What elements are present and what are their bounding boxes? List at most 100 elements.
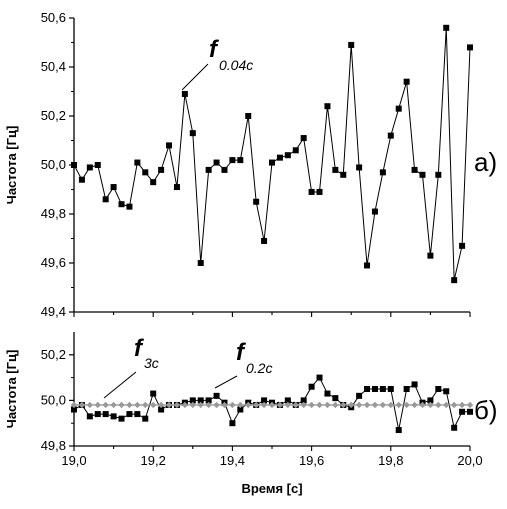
data-point	[451, 277, 458, 284]
data-point	[110, 413, 117, 420]
y-tick-label: 50,0	[41, 157, 66, 172]
data-point	[427, 397, 434, 404]
data-point	[411, 381, 418, 388]
data-point	[427, 401, 434, 409]
data-point	[245, 113, 252, 119]
x-tick-label: 20,0	[457, 453, 482, 468]
y-tick-label: 49,8	[41, 206, 66, 221]
data-point	[221, 401, 228, 409]
data-point	[157, 401, 165, 409]
data-point	[443, 24, 450, 31]
data-point	[142, 415, 149, 422]
data-point	[213, 401, 220, 409]
data-point	[71, 162, 77, 168]
data-point	[94, 401, 101, 409]
data-point	[134, 411, 141, 418]
data-point	[316, 401, 323, 409]
data-point	[189, 397, 196, 404]
data-point	[71, 406, 77, 413]
y-tick-label: 50,6	[41, 10, 66, 25]
x-axis-title: Время [с]	[241, 481, 302, 496]
data-point	[253, 198, 260, 205]
data-point	[403, 401, 410, 409]
data-point	[269, 159, 275, 166]
data-point	[237, 406, 244, 413]
data-point	[459, 408, 466, 415]
data-point	[284, 401, 292, 409]
data-point	[355, 401, 363, 409]
data-point	[435, 386, 442, 392]
data-point	[118, 401, 125, 409]
panel-b: 49,8 50,0 50,2 19,0 19,2 19,4 19,6 19,8 20,0 Част…	[4, 332, 498, 496]
data-point	[308, 188, 315, 195]
data-point	[229, 401, 236, 409]
data-point	[245, 401, 252, 409]
data-point	[284, 397, 291, 404]
data-point	[356, 164, 363, 171]
data-point	[348, 41, 355, 48]
data-point	[276, 154, 283, 161]
annotation-symbol: f	[236, 339, 246, 366]
data-point	[340, 401, 347, 409]
panel-a: 49,4 49,6 49,8 50,0 50,2 50,4 50,6 Частота [Гц]…	[4, 10, 497, 319]
data-point	[308, 383, 315, 390]
data-point	[332, 166, 339, 173]
y-tick-label: 50,0	[41, 392, 66, 407]
data-point	[102, 196, 109, 203]
data-point	[268, 401, 276, 409]
data-point	[213, 159, 220, 166]
data-point	[379, 386, 386, 392]
annotation-leader	[214, 375, 238, 389]
data-point	[237, 401, 244, 409]
data-point	[150, 401, 157, 409]
data-point	[292, 147, 299, 154]
data-point	[459, 242, 466, 249]
data-point	[181, 401, 189, 409]
data-point	[126, 411, 133, 418]
data-point	[142, 401, 149, 409]
data-point	[308, 401, 315, 409]
data-point	[324, 390, 331, 397]
annotation-symbol: f	[209, 36, 219, 63]
data-point	[110, 401, 117, 409]
data-point	[261, 237, 268, 244]
data-point	[356, 392, 363, 399]
data-point	[435, 401, 442, 409]
data-point	[205, 166, 212, 173]
data-point	[451, 424, 458, 431]
annotation-leader	[181, 63, 209, 91]
x-tick-label: 19,6	[299, 453, 324, 468]
data-point	[94, 411, 101, 418]
data-point	[189, 130, 196, 137]
data-point	[158, 406, 165, 413]
data-point	[467, 408, 473, 415]
data-point	[102, 411, 109, 418]
y-axis-title: Частота [Гц]	[4, 350, 19, 429]
data-point	[387, 401, 394, 409]
data-point	[229, 420, 236, 427]
data-point	[316, 188, 323, 195]
data-point	[158, 166, 165, 173]
data-point	[229, 157, 236, 164]
data-point	[86, 164, 93, 171]
data-point	[340, 171, 347, 178]
data-point	[466, 401, 474, 409]
y-tick-label: 49,6	[41, 255, 66, 270]
data-point	[395, 427, 402, 434]
data-point	[411, 401, 418, 409]
x-tick-label: 19,8	[378, 453, 403, 468]
data-point	[363, 401, 371, 409]
data-point	[467, 44, 473, 51]
annotation-subscript: 0.04c	[219, 57, 253, 73]
data-point	[371, 386, 378, 392]
series-line	[73, 27, 471, 281]
data-point	[364, 386, 371, 392]
data-point	[427, 252, 434, 259]
panel-label: а)	[474, 147, 497, 177]
data-point	[189, 401, 196, 409]
y-tick-label: 49,8	[41, 438, 66, 453]
data-point	[252, 401, 260, 409]
panel-label: б)	[474, 395, 498, 425]
data-point	[276, 401, 284, 409]
